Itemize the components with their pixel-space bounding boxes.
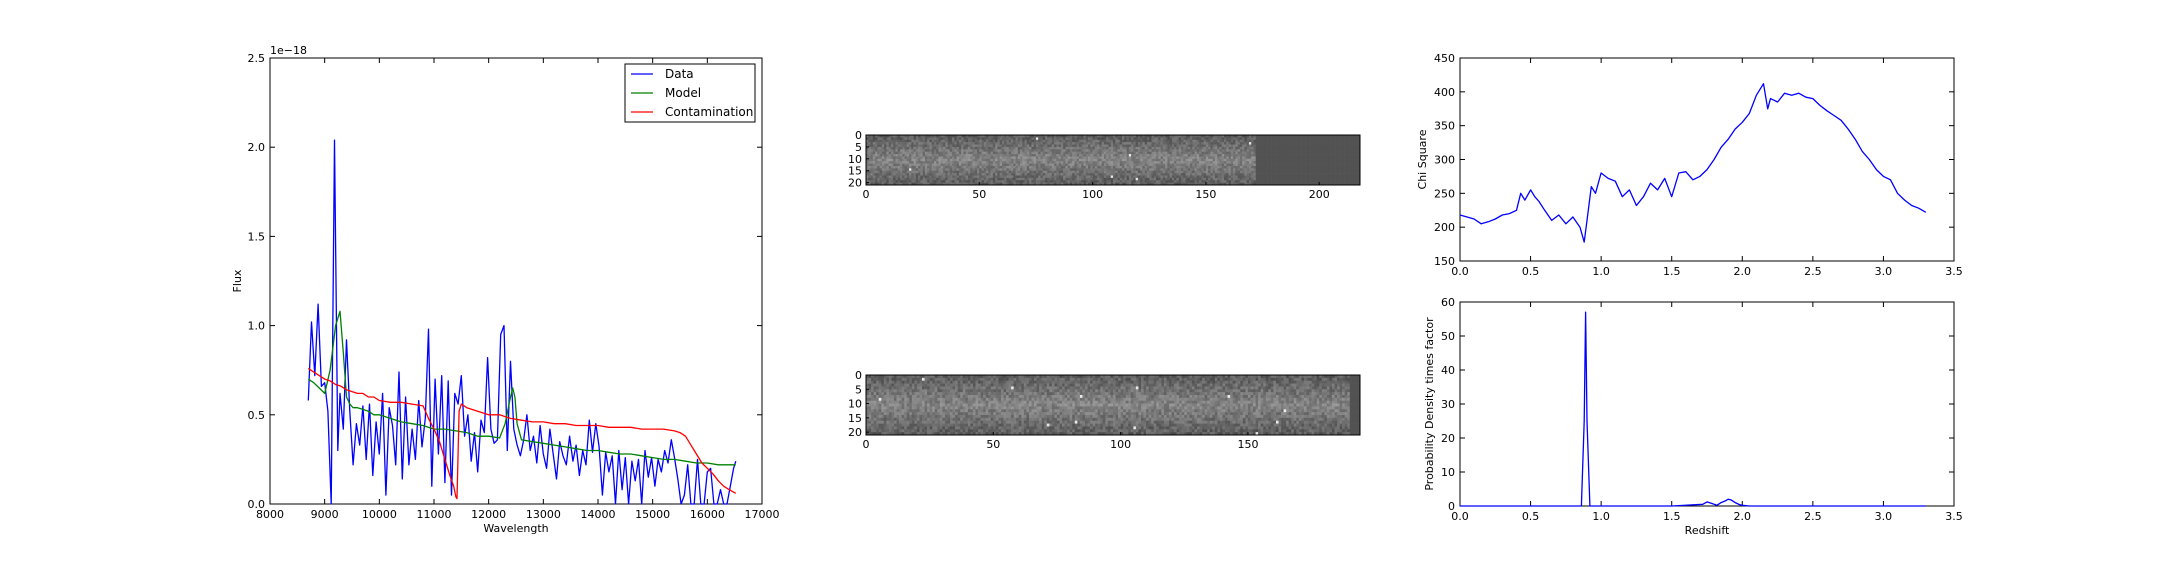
x-tick-label: 0	[863, 188, 870, 201]
x-tick-label: 0	[863, 438, 870, 451]
image-frame	[865, 134, 1361, 186]
y-axis-label: Probability Density times factor	[1423, 317, 1436, 491]
y-tick-label: 2.5	[248, 52, 266, 65]
x-tick-label: 0.5	[1522, 265, 1540, 278]
x-tick-label: 14000	[581, 508, 616, 521]
x-tick-label: 0.0	[1451, 510, 1469, 523]
image-pixels	[866, 375, 1361, 436]
y-tick-label: 2.0	[248, 141, 266, 154]
y-tick-label: 50	[1441, 330, 1455, 343]
series-line-0	[1460, 311, 1926, 507]
y-tick-label: 0	[855, 129, 862, 142]
y-axis-label: Chi Square	[1416, 129, 1429, 189]
chi-square-plot: 0.0 0.5 1.0 1.5 2.0 2.5 3.0 3.5 150 200 250 300 350 4…	[1416, 52, 1963, 278]
x-tick-label: 12000	[471, 508, 506, 521]
x-tick-label: 17000	[745, 508, 780, 521]
x-tick-label: 16000	[690, 508, 725, 521]
x-tick-label: 10000	[362, 508, 397, 521]
x-tick-label: 3.5	[1945, 265, 1963, 278]
x-tick-label: 100	[1110, 438, 1131, 451]
y-tick-label: 200	[1434, 221, 1455, 234]
x-axis-label: Redshift	[1685, 524, 1730, 537]
y-tick-label: 20	[1441, 432, 1455, 445]
x-tick-label: 0.0	[1451, 265, 1469, 278]
x-tick-label: 2.0	[1734, 510, 1752, 523]
y-tick-label: 40	[1441, 364, 1455, 377]
x-tick-label: 150	[1237, 438, 1258, 451]
y-tick-label: 0	[855, 369, 862, 382]
y-tick-label: 400	[1434, 86, 1455, 99]
axes-frame	[269, 57, 763, 505]
y-tick-label: 20	[848, 426, 862, 439]
y-tick-label: 300	[1434, 154, 1455, 167]
x-tick-label: 50	[986, 438, 1000, 451]
x-tick-label: 100	[1082, 188, 1103, 201]
legend-label-data: Data	[665, 67, 694, 81]
y-tick-label: 10	[848, 398, 862, 411]
x-tick-label: 50	[972, 188, 986, 201]
probability-density-plot: 0.0 0.5 1.0 1.5 2.0 2.5 3.0 3.5 0 10 20 30 40 50 60 Red…	[1423, 296, 1963, 537]
x-tick-label: 11000	[417, 508, 452, 521]
y-tick-label: 1.0	[248, 320, 266, 333]
y-tick-label: 30	[1441, 398, 1455, 411]
spectrum-plot: 8000 9000 10000 11000 12000 13000 14000 15000 16…	[231, 44, 780, 535]
x-tick-label: 9000	[311, 508, 339, 521]
x-tick-label: 1.0	[1592, 265, 1610, 278]
axes-frame	[1459, 301, 1955, 507]
x-tick-label: 200	[1309, 188, 1330, 201]
y-tick-label: 350	[1434, 120, 1455, 133]
image-frame	[865, 374, 1361, 436]
y-tick-label: 150	[1434, 255, 1455, 268]
y-tick-label: 15	[848, 412, 862, 425]
x-tick-label: 1.5	[1663, 265, 1681, 278]
x-tick-label: 2.0	[1734, 265, 1752, 278]
x-tick-label: 0.5	[1522, 510, 1540, 523]
series-line-data	[307, 139, 737, 505]
y-tick-label: 450	[1434, 52, 1455, 65]
image-pixels	[866, 135, 1361, 186]
axes-frame	[1459, 57, 1955, 262]
x-tick-label: 8000	[256, 508, 284, 521]
x-tick-label: 3.5	[1945, 510, 1963, 523]
x-tick-label: 15000	[635, 508, 670, 521]
x-tick-label: 3.0	[1875, 265, 1893, 278]
x-tick-label: 13000	[526, 508, 561, 521]
series-line-0	[1459, 83, 1927, 243]
y-tick-label: 5	[855, 383, 862, 396]
x-tick-label: 1.0	[1592, 510, 1610, 523]
y-tick-label: 0.5	[248, 409, 266, 422]
x-axis-label: Wavelength	[483, 522, 548, 535]
y-tick-label: 0	[1448, 500, 1455, 513]
legend-label-contamination: Contamination	[665, 105, 753, 119]
y-tick-label: 0.0	[248, 498, 266, 511]
x-tick-label: 1.5	[1663, 510, 1681, 523]
y-tick-label: 1.5	[248, 230, 266, 243]
y-tick-label: 10	[848, 153, 862, 166]
y-tick-label: 250	[1434, 187, 1455, 200]
x-tick-label: 3.0	[1875, 510, 1893, 523]
y-tick-label: 5	[855, 141, 862, 154]
y-tick-label: 20	[848, 177, 862, 190]
series-line-contamination	[307, 367, 737, 500]
series-line-model	[307, 310, 736, 466]
legend: Data Model Contamination	[624, 63, 756, 123]
y-tick-label: 60	[1441, 296, 1455, 309]
y-offset-label: 1e−18	[270, 44, 307, 57]
x-tick-label: 2.5	[1804, 510, 1822, 523]
x-tick-label: 2.5	[1804, 265, 1822, 278]
legend-label-model: Model	[665, 86, 701, 100]
x-tick-label: 150	[1195, 188, 1216, 201]
y-tick-label: 15	[848, 165, 862, 178]
y-tick-label: 10	[1441, 466, 1455, 479]
y-axis-label: Flux	[231, 269, 244, 292]
